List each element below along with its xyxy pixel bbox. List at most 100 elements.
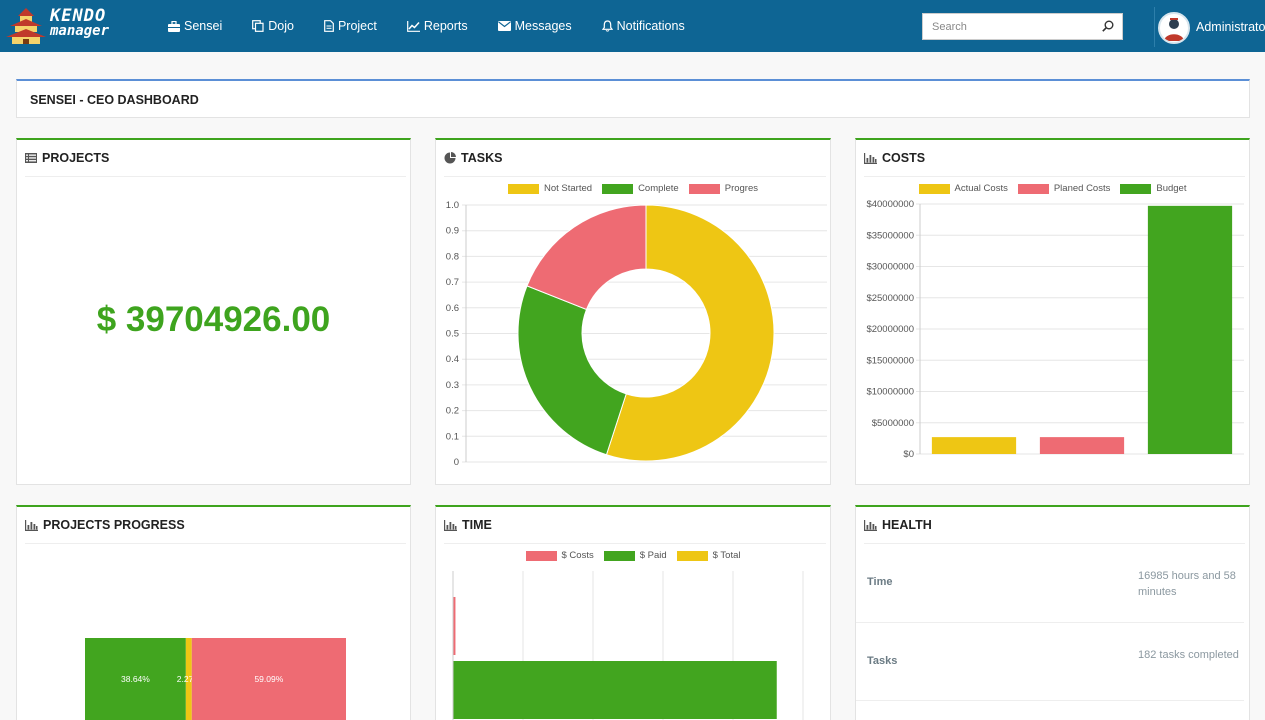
legend-label: $ Paid [639,550,667,561]
legend-label: Actual Costs [954,183,1008,194]
y-tick-label: $40000000 [866,199,914,210]
legend-item[interactable]: $ Paid [603,550,667,561]
nav-item-reports[interactable]: Reports [406,19,468,33]
panel-title: PROJECTS PROGRESS [43,518,185,532]
list-alt-icon [25,153,37,163]
costs-panel: COSTS Actual Costs Planed Costs Budget $… [855,138,1250,485]
panel-header: PROJECTS PROGRESS [25,507,406,544]
y-tick-label: 0.1 [446,431,459,442]
avatar[interactable] [1158,12,1190,44]
legend-swatch [676,550,708,561]
panel-header: TASKS [444,140,826,177]
page-title: SENSEI - CEO DASHBOARD [30,93,199,107]
y-tick-label: 0.6 [446,303,459,314]
health-label: Tasks [867,655,898,667]
legend-item[interactable]: Not Started [508,183,592,194]
file-icon [324,20,334,32]
y-tick-label: $30000000 [866,262,914,273]
nav-item-messages[interactable]: Messages [497,19,572,33]
legend-item[interactable]: Planed Costs [1017,183,1111,194]
legend-swatch [602,183,634,194]
health-panel: HEALTH Time 16985 hours and 58 minutes T… [855,505,1250,720]
legend-label: Budget [1156,183,1187,194]
y-tick-label: $20000000 [866,324,914,335]
nav-item-project[interactable]: Project [324,19,377,33]
time-bar [453,597,456,655]
costs-legend: Actual Costs Planed Costs Budget [856,183,1249,194]
time-legend: $ Costs $ Paid $ Total [436,550,830,561]
y-tick-label: 0.9 [446,226,459,237]
cost-bar [931,437,1017,454]
legend-label: Planed Costs [1053,183,1111,194]
cost-bar [1147,205,1233,454]
y-tick-label: 0.3 [446,380,459,391]
legend-swatch [508,183,539,194]
panel-title: HEALTH [882,518,932,532]
y-tick-label: $5000000 [872,418,914,429]
segment-label: 38.64% [121,674,150,684]
kendo-logo[interactable]: KENDO manager [4,6,124,46]
health-value: 16985 hours and 58 minutes [1138,570,1236,598]
legend-label: Not Started [544,183,593,194]
nav-item-notifications[interactable]: Notifications [601,19,685,33]
top-navbar: KENDO manager Sensei Dojo Project Report… [0,0,1265,52]
health-value: 182 tasks completed [1138,649,1239,661]
bar-chart-icon [864,519,877,531]
copy-icon [252,20,264,32]
y-tick-label: 0.2 [446,406,459,417]
logo-title: KENDO [50,6,107,26]
y-tick-label: $25000000 [866,293,914,304]
briefcase-icon [168,20,180,32]
nav-item-label: Reports [423,19,468,33]
panel-header: TIME [444,507,826,544]
legend-swatch [525,550,557,561]
nav-item-dojo[interactable]: Dojo [252,19,294,33]
y-tick-label: 0.5 [446,329,459,340]
legend-item[interactable]: $ Costs [525,550,594,561]
bar-chart-icon [864,152,877,164]
legend-item[interactable]: Budget [1120,183,1186,194]
nav-item-sensei[interactable]: Sensei [168,19,222,33]
search-icon[interactable] [1102,20,1114,32]
pagoda-icon [6,8,46,44]
legend-label: $ Total [712,550,741,561]
time-bar [453,661,777,719]
panel-title: TASKS [461,151,503,165]
legend-label: Complete [638,183,679,194]
y-tick-label: $0 [903,449,914,460]
legend-swatch [1120,183,1152,194]
legend-swatch [688,183,720,194]
legend-item[interactable]: Complete [602,183,679,194]
segment-label: 2.27% [177,674,202,684]
envelope-icon [497,21,511,31]
search-box [922,13,1123,40]
panel-title: COSTS [882,151,926,165]
health-row-tasks: Tasks 182 tasks completed [856,623,1244,701]
doughnut-slice [517,285,627,456]
legend-swatch [603,550,635,561]
panel-header: HEALTH [864,507,1245,544]
tasks-panel: TASKS Not Started Complete Progres 1.0 0.… [435,138,831,485]
doughnut-slice [526,204,647,311]
search-input[interactable] [923,14,1093,39]
segment-label: 59.09% [254,674,283,684]
panel-header: COSTS [864,140,1245,177]
legend-item[interactable]: Progres [688,183,758,194]
legend-item[interactable]: $ Total [676,550,741,561]
panel-header: PROJECTS [25,140,406,177]
legend-swatch [918,183,950,194]
nav-item-label: Project [337,19,377,33]
legend-label: Progres [724,183,758,194]
health-row-time: Time 16985 hours and 58 minutes [856,545,1244,623]
nav-item-label: Notifications [616,19,685,33]
user-name[interactable]: Administrator [1196,20,1265,34]
time-panel: TIME $ Costs $ Paid $ Total [435,505,831,720]
time-chart [452,571,804,720]
y-tick-label: $15000000 [866,355,914,366]
bell-icon [601,20,613,32]
legend-label: $ Costs [561,550,594,561]
legend-item[interactable]: Actual Costs [918,183,1008,194]
main-nav: Sensei Dojo Project Reports Messages Not… [168,0,715,52]
doughnut-slice [605,204,775,462]
projects-panel: PROJECTS $ 39704926.00 [16,138,411,485]
